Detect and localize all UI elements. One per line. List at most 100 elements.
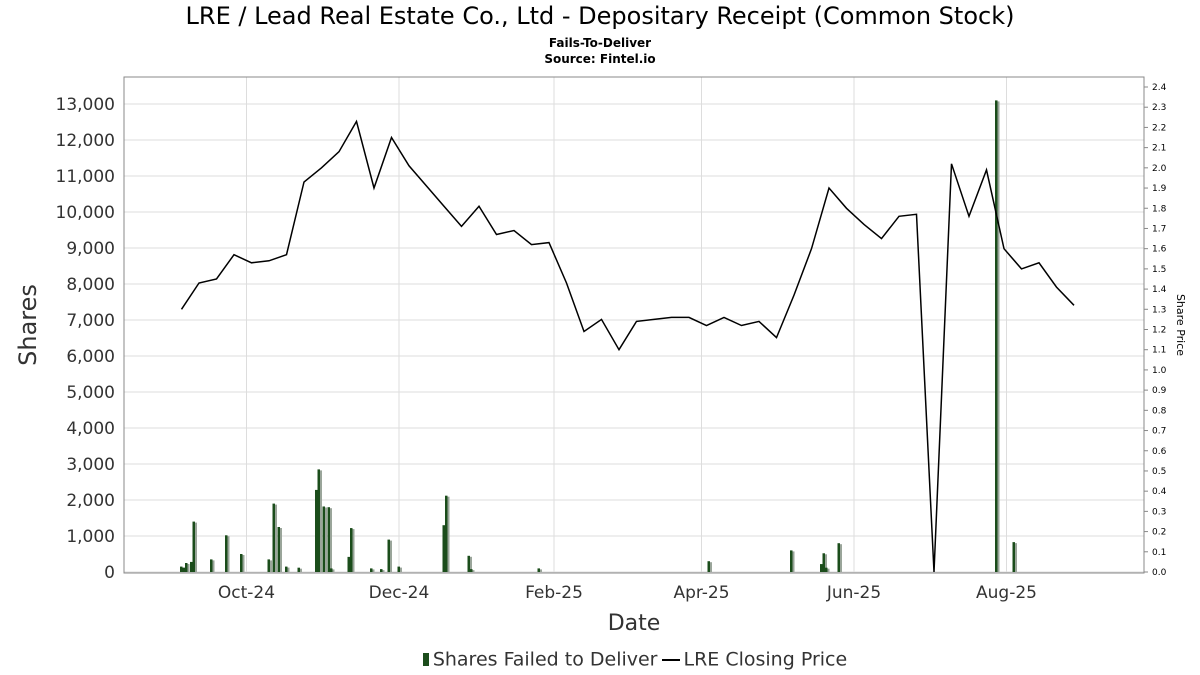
- y2-tick-label: 0.4: [1152, 487, 1167, 497]
- y-axis-label: Shares: [14, 284, 42, 366]
- fails-bar: [315, 489, 318, 572]
- fails-bar: [347, 556, 350, 572]
- y2-tick-label: 1.6: [1152, 245, 1167, 255]
- y2-tick-label: 0.5: [1152, 467, 1166, 477]
- fails-bar: [327, 507, 330, 572]
- fails-bar: [322, 506, 325, 572]
- fails-bar: [190, 561, 193, 572]
- fails-bar: [825, 567, 828, 572]
- fails-bar: [240, 554, 243, 572]
- y-tick-label: 6,000: [66, 347, 115, 367]
- fails-bar: [707, 561, 710, 572]
- y-tick-label: 4,000: [66, 419, 115, 439]
- fails-bar: [1012, 542, 1015, 572]
- fails-bar: [470, 569, 473, 572]
- x-axis-label: Date: [608, 611, 661, 636]
- y-tick-label: 8,000: [66, 275, 115, 295]
- fails-bar-shade: [195, 522, 197, 572]
- fails-bar: [822, 553, 825, 572]
- fails-bar: [330, 568, 333, 572]
- fails-bar: [445, 495, 448, 572]
- fails-bars: [180, 100, 1017, 573]
- y-tick-label: 2,000: [66, 491, 115, 511]
- y2-tick-label: 0.7: [1152, 427, 1166, 437]
- fails-bar-shade: [997, 101, 1000, 573]
- y2-tick-label: 1.0: [1152, 366, 1167, 376]
- plot-frame: [123, 76, 1145, 574]
- fails-bar-shade: [332, 569, 335, 572]
- y2-tick-label: 1.3: [1152, 305, 1166, 315]
- fails-bar: [350, 528, 353, 572]
- fails-bar: [182, 567, 185, 572]
- legend-fails-label: Shares Failed to Deliver: [432, 648, 658, 671]
- fails-bar-shade: [287, 567, 290, 572]
- y2-tick-label: 1.5: [1152, 265, 1166, 275]
- y-tick-label: 12,000: [56, 131, 115, 151]
- fails-bar-shade: [382, 570, 385, 572]
- y2-tick-label: 2.1: [1152, 144, 1166, 154]
- legend-line-swatch: [661, 658, 680, 661]
- fails-bar-shade: [827, 568, 830, 572]
- fails-bar: [317, 469, 320, 572]
- fails-bar-shade: [470, 556, 472, 572]
- y2-axis-label: Share Price: [1174, 294, 1187, 356]
- fails-bar-shade: [400, 567, 402, 572]
- x-tick-label: Aug-25: [976, 583, 1037, 603]
- y2-tick-label: 0.2: [1152, 528, 1166, 538]
- y-tick-label: 1,000: [66, 527, 115, 547]
- y2-tick-label: 1.7: [1152, 224, 1166, 234]
- fails-bar: [995, 100, 998, 573]
- y2-tick-label: 0.9: [1152, 386, 1167, 396]
- fails-bar-shade: [472, 570, 475, 572]
- chart-subtitle: Fails-To-Deliver: [548, 36, 652, 50]
- x-tick-label: Dec-24: [369, 583, 430, 603]
- y2-tick-label: 1.8: [1152, 204, 1167, 214]
- y2-tick-label: 0.8: [1152, 406, 1167, 416]
- fails-bar: [820, 564, 823, 572]
- price-line: [180, 119, 1075, 573]
- fails-bar-shade: [275, 504, 277, 572]
- fails-bar-shade: [330, 508, 332, 572]
- grid-lines: [124, 77, 1144, 573]
- x-tick-label: Apr-25: [673, 583, 729, 603]
- y-tick-label: 10,000: [56, 203, 115, 223]
- fails-bar: [277, 527, 280, 572]
- y2-axis-ticks: 0.0 0.1 0.2 0.3 0.4 0.5 0.6 0.7 0.8 0.9 1.0 1.1 1.2 1…: [1144, 83, 1167, 578]
- fails-bar-shade: [825, 554, 827, 572]
- fails-bar: [192, 521, 195, 572]
- y2-tick-label: 1.1: [1152, 346, 1166, 356]
- fails-bar-shade: [325, 507, 327, 572]
- fails-bar: [297, 567, 300, 572]
- legend-price-label: LRE Closing Price: [683, 648, 848, 671]
- y2-tick-label: 2.3: [1152, 103, 1166, 113]
- fails-bar-shade: [300, 568, 302, 572]
- y-tick-label: 11,000: [56, 167, 115, 187]
- fails-bar-shade: [540, 569, 542, 572]
- y2-tick-label: 0.3: [1152, 507, 1166, 517]
- legend: Shares Failed to Deliver LRE Closing Pric…: [0, 648, 1200, 671]
- y2-tick-label: 0.0: [1152, 568, 1167, 578]
- fails-bar-shade: [187, 564, 190, 572]
- fails-bar: [185, 563, 188, 572]
- y2-tick-label: 1.2: [1152, 326, 1166, 336]
- fails-bar: [272, 503, 275, 572]
- y-tick-label: 13,000: [56, 95, 115, 115]
- y-tick-label: 0: [104, 563, 115, 583]
- fails-bar: [285, 566, 288, 572]
- chart-title: LRE / Lead Real Estate Co., Ltd - Deposi…: [185, 2, 1015, 30]
- y-tick-label: 5,000: [66, 383, 115, 403]
- fails-bar: [467, 555, 470, 572]
- y2-tick-label: 0.1: [1152, 548, 1166, 558]
- fails-bar-shade: [390, 540, 392, 572]
- fails-bar-shade: [792, 551, 795, 572]
- fails-bar-shade: [710, 562, 712, 572]
- fails-bar-shade: [1015, 543, 1017, 572]
- y-tick-label: 7,000: [66, 311, 115, 331]
- y-tick-label: 3,000: [66, 455, 115, 475]
- fails-bar: [210, 559, 213, 572]
- fails-bar: [370, 568, 373, 572]
- fails-bar: [387, 539, 390, 572]
- fails-bar: [380, 569, 383, 572]
- legend-bar-swatch: [422, 653, 429, 666]
- fails-bar: [180, 566, 183, 572]
